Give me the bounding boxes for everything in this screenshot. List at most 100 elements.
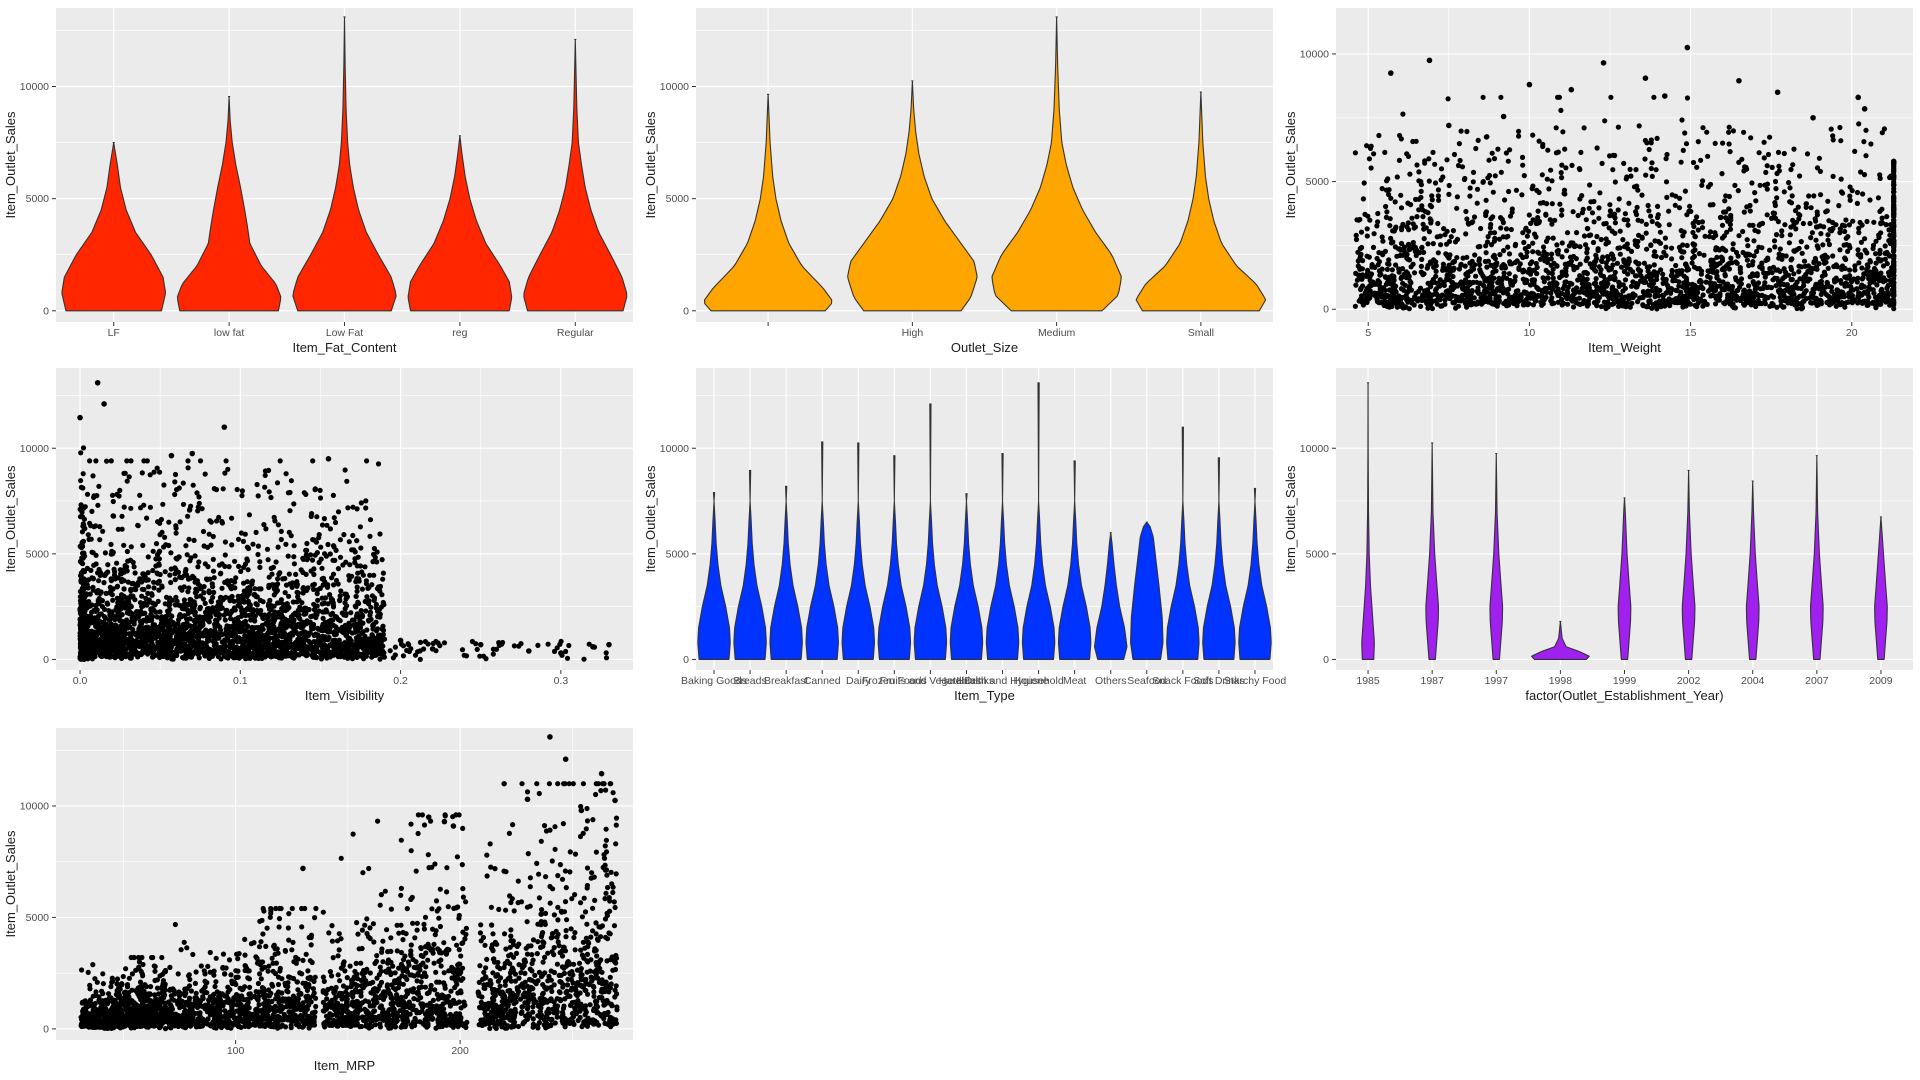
scatter-point — [273, 559, 279, 565]
scatter-point — [1837, 247, 1843, 253]
scatter-point — [1452, 239, 1459, 245]
scatter-point — [1885, 293, 1891, 299]
scatter-point — [327, 551, 333, 557]
scatter-point — [87, 520, 93, 526]
scatter-point — [1625, 222, 1631, 228]
scatter-point — [1750, 280, 1756, 286]
scatter-point — [1636, 123, 1642, 129]
scatter-point — [1750, 271, 1756, 277]
scatter-point — [1862, 298, 1868, 304]
scatter-point — [1568, 258, 1574, 264]
scatter-point — [1635, 187, 1641, 193]
scatter-point — [362, 564, 368, 570]
scatter-point — [1849, 300, 1855, 306]
scatter-point — [1684, 95, 1690, 101]
scatter-point — [1744, 237, 1750, 243]
scatter-point — [1884, 285, 1890, 291]
scatter-point — [1711, 281, 1718, 287]
scatter-point — [1664, 194, 1670, 200]
scatter-point — [1757, 182, 1763, 188]
scatter-point-outlier — [1600, 60, 1607, 66]
scatter-point — [1507, 147, 1513, 153]
scatter-point — [1626, 258, 1632, 264]
scatter-point — [1413, 196, 1419, 202]
violin-low-fat — [292, 16, 397, 312]
scatter-point — [1611, 211, 1618, 217]
scatter-point — [1536, 138, 1542, 144]
scatter-point — [1581, 233, 1588, 239]
scatter-point — [1714, 254, 1720, 260]
scatter-point — [1697, 296, 1703, 302]
scatter-point — [180, 501, 187, 507]
scatter-point — [1404, 224, 1410, 230]
scatter-point — [1429, 305, 1435, 312]
scatter-point — [1514, 258, 1520, 264]
scatter-point — [1611, 301, 1617, 307]
scatter-point — [347, 562, 353, 568]
scatter-point — [1487, 225, 1493, 231]
scatter-point — [80, 445, 87, 451]
scatter-point — [1736, 159, 1742, 165]
scatter-point — [1413, 252, 1419, 259]
scatter-point — [1747, 290, 1753, 296]
scatter-point — [354, 506, 360, 512]
scatter-point — [1824, 208, 1830, 214]
scatter-point — [1813, 237, 1819, 243]
scatter-point — [1612, 220, 1618, 226]
scatter-point — [1503, 226, 1510, 232]
scatter-point — [1647, 276, 1654, 282]
scatter-point — [1410, 221, 1416, 227]
scatter-point — [1759, 264, 1765, 271]
scatter-point — [1459, 164, 1466, 170]
scatter-point — [1772, 210, 1778, 216]
scatter-point — [355, 570, 361, 576]
scatter-point — [1634, 183, 1640, 189]
scatter-point — [1645, 288, 1651, 294]
scatter-point — [145, 554, 151, 560]
scatter-point — [380, 576, 386, 582]
scatter-point — [1842, 255, 1848, 261]
scatter-point — [1593, 276, 1599, 282]
scatter-point — [1624, 217, 1631, 223]
scatter-point — [1640, 276, 1646, 282]
scatter-point — [1430, 149, 1436, 155]
scatter-point — [1770, 277, 1776, 283]
scatter-point — [1564, 230, 1571, 236]
scatter-point — [1474, 200, 1480, 206]
scatter-point — [1399, 301, 1405, 307]
scatter-point — [1776, 168, 1782, 174]
scatter-point — [1547, 217, 1553, 223]
scatter-point — [1669, 267, 1675, 274]
scatter-point — [1803, 288, 1809, 294]
y-tick-label: 5000 — [666, 193, 690, 205]
scatter-point — [1470, 169, 1477, 175]
scatter-point — [1596, 215, 1602, 221]
scatter-point — [1756, 150, 1762, 156]
scatter-point — [1777, 246, 1783, 252]
scatter-point — [1491, 156, 1498, 162]
scatter-point — [1839, 222, 1846, 228]
scatter-point — [1505, 291, 1511, 297]
scatter-point — [1886, 272, 1892, 279]
scatter-point — [1405, 200, 1411, 206]
scatter-point — [1850, 218, 1856, 224]
scatter-point — [1555, 299, 1561, 305]
scatter-point — [1612, 179, 1618, 185]
scatter-point — [1583, 242, 1589, 248]
scatter-point — [1441, 226, 1447, 232]
scatter-point — [172, 479, 178, 485]
scatter-point — [1887, 174, 1893, 181]
scatter-point — [1730, 301, 1736, 307]
scatter-point — [1473, 145, 1479, 152]
scatter-point — [1524, 233, 1530, 239]
scatter-point — [1422, 158, 1428, 164]
scatter-point — [110, 498, 116, 505]
scatter-point — [1763, 169, 1769, 175]
scatter-point — [1429, 197, 1435, 203]
x-axis-title: Item_Weight — [1588, 340, 1661, 355]
scatter-point — [287, 508, 293, 514]
scatter-point — [1360, 196, 1366, 202]
scatter-point — [1891, 210, 1897, 216]
scatter-point — [90, 473, 96, 479]
y-tick-label: 5000 — [1306, 176, 1330, 188]
